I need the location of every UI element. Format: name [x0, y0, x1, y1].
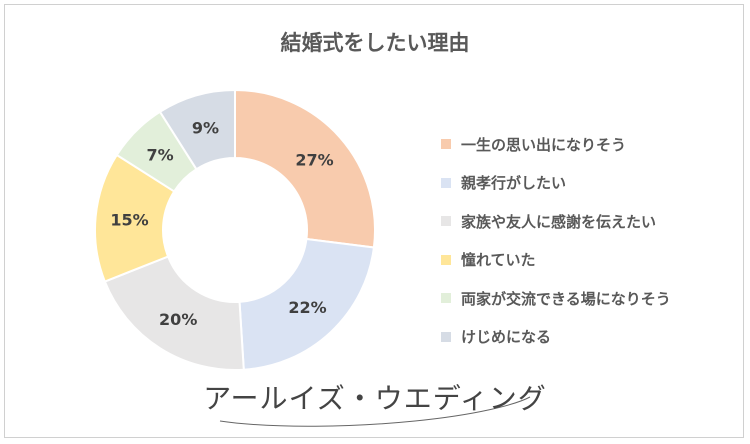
chart-frame: 結婚式をしたい理由 27% 22% 20% 15% 7% 9% 一生の思い出になりそう 親孝… — [4, 4, 744, 438]
donut-slice-2 — [238, 237, 376, 371]
legend-label: けじめになる — [461, 328, 552, 347]
chart-legend: 一生の思い出になりそう 親孝行がしたい家族や友人に感謝を伝えたい 憧れていた両家が交… — [441, 125, 671, 356]
legend-swatch — [441, 139, 451, 150]
legend-item: 両家が交流できる場になりそう — [441, 279, 671, 318]
donut-slice-3 — [103, 255, 245, 371]
legend-label: 家族や友人に感謝を伝えたい — [461, 212, 657, 231]
legend-item: 憧れていた — [441, 241, 671, 280]
legend-swatch — [441, 216, 451, 227]
donut-slice-labels: 27% 22% 20% 15% 7% 9% — [110, 119, 333, 329]
legend-item: けじめになる — [441, 318, 671, 357]
donut-slice-1 — [234, 88, 376, 249]
brand-logo: アールイズ・ウエディング — [203, 382, 547, 415]
donut-chart: 27% 22% 20% 15% 7% 9% — [94, 88, 376, 371]
slice-label-3: 20% — [159, 310, 197, 329]
slice-label-2: 22% — [288, 298, 326, 317]
slice-label-6: 9% — [192, 119, 219, 138]
brand-flourish-icon — [219, 396, 531, 427]
slice-label-1: 27% — [295, 150, 333, 169]
legend-swatch — [441, 254, 451, 265]
donut-slices — [94, 88, 376, 371]
legend-label: 一生の思い出になりそう — [461, 135, 627, 154]
legend-label: 親孝行がしたい — [461, 174, 567, 193]
legend-item: 家族や友人に感謝を伝えたい — [441, 202, 671, 241]
donut-slice-6 — [158, 88, 236, 171]
legend-label: 両家が交流できる場になりそう — [461, 289, 671, 308]
legend-swatch — [441, 293, 451, 304]
legend-label: 憧れていた — [461, 251, 536, 270]
legend-item: 一生の思い出になりそう — [441, 125, 671, 164]
chart-title: 結婚式をしたい理由 — [280, 31, 470, 55]
legend-item: 親孝行がしたい — [441, 164, 671, 203]
slice-label-5: 7% — [146, 146, 173, 165]
legend-swatch — [441, 177, 451, 188]
slice-label-4: 15% — [110, 211, 148, 230]
legend-swatch — [441, 331, 451, 342]
